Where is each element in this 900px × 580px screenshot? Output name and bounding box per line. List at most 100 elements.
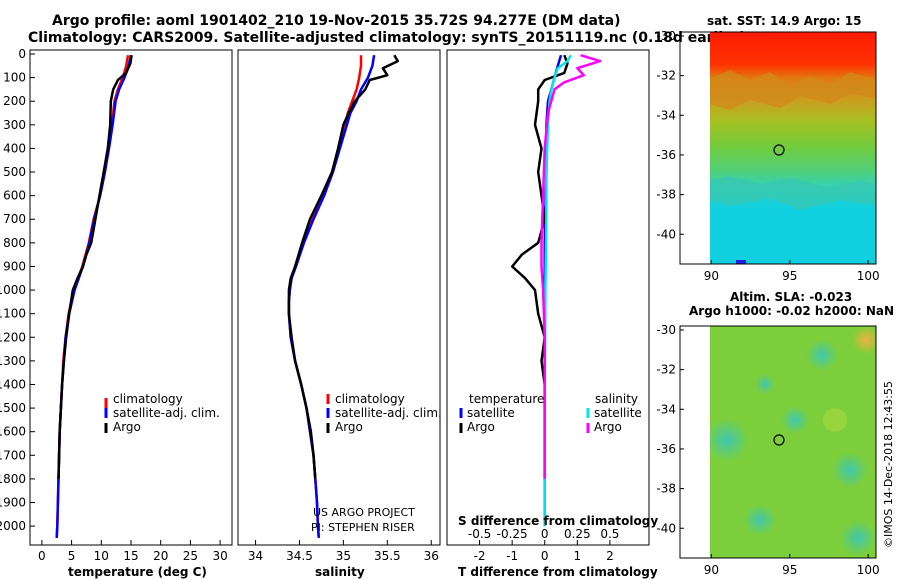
- difference-frame: [446, 49, 650, 546]
- legend-s-satellite: satellite: [594, 406, 642, 420]
- t-difference-x-axis: -2 -1 0 1 2: [474, 540, 614, 563]
- map-y-tick-label: -32: [656, 69, 676, 83]
- sst-missing-strip: [736, 260, 746, 264]
- map-y-tick-label: -36: [656, 442, 676, 456]
- legend-s-argo: Argo: [594, 420, 622, 434]
- x-tick-label: 2: [606, 549, 614, 563]
- legend-t-argo: Argo: [467, 420, 495, 434]
- depth-tick-label: 0: [18, 47, 26, 61]
- map-y-tick-label: -32: [656, 363, 676, 377]
- sst-argo-marker: [773, 144, 785, 156]
- figure-title-line2: Climatology: CARS2009. Satellite-adjuste…: [28, 30, 746, 46]
- series-line-satellite-adj-clim-: [287, 55, 376, 538]
- sla-low-anomaly: [755, 374, 775, 394]
- sla-map-panel: Altim. SLA: -0.023 Argo h1000: -0.02 h20…: [656, 290, 894, 577]
- x-tick-label: 25: [183, 549, 198, 563]
- s-tick-label: 0.25: [564, 527, 591, 541]
- x-tick-label: 34.5: [286, 549, 313, 563]
- depth-tick-label: 1700: [0, 448, 26, 462]
- sla-low-anomaly: [744, 504, 776, 536]
- difference-legend: temperature satellite Argo salinity sate…: [459, 392, 642, 434]
- depth-axis: 0 100 200 300 400 500 600 700 800 900 1000 1100 1200…: [0, 47, 35, 533]
- legend-salinity-title: salinity: [595, 392, 638, 406]
- salinity-series: [287, 54, 400, 538]
- series-line-climatology: [287, 55, 363, 538]
- temperature-xlabel: temperature (deg C): [68, 565, 207, 579]
- x-tick-label: 10: [94, 549, 109, 563]
- s-tick-label: 0.5: [600, 527, 619, 541]
- project-annotation: US ARGO PROJECT: [313, 506, 415, 519]
- depth-tick-label: 1800: [0, 472, 26, 486]
- s-difference-label: S difference from climatology: [458, 514, 658, 528]
- sst-field: [710, 32, 876, 264]
- legend-climatology: climatology: [113, 392, 183, 406]
- map-y-tick-label: -38: [656, 482, 676, 496]
- legend-argo: Argo: [113, 420, 141, 434]
- legend-t-satellite: satellite: [467, 406, 515, 420]
- depth-tick-label: 900: [3, 259, 26, 273]
- map-y-tick-label: -36: [656, 148, 676, 162]
- x-tick-label: 36: [424, 549, 439, 563]
- temperature-legend: climatology satellite-adj. clim. Argo: [104, 392, 220, 434]
- map-x-tick-label: 95: [782, 269, 797, 283]
- sst-map-frame: [679, 31, 877, 265]
- series-line-argo: [287, 54, 400, 479]
- x-tick-label: 35: [336, 549, 351, 563]
- x-tick-label: 20: [153, 549, 168, 563]
- legend-satellite: satellite-adj. clim.: [335, 406, 442, 420]
- sla-low-anomaly: [832, 452, 868, 488]
- sla-map-title2: Argo h1000: -0.02 h2000: NaN: [689, 304, 894, 318]
- series-line-t-argo: [510, 54, 569, 479]
- difference-panel: -2 -1 0 1 2 -0.5 -0.25 0 0.25 0.5 S difference f…: [446, 49, 658, 579]
- x-tick-label: 1: [574, 549, 582, 563]
- x-tick-label: 34: [248, 549, 263, 563]
- depth-tick-label: 800: [3, 236, 26, 250]
- x-tick-label: 35.5: [374, 549, 401, 563]
- salinity-frame: [237, 49, 441, 546]
- sla-map-frame: [679, 325, 877, 559]
- depth-tick-label: 1900: [0, 496, 26, 510]
- sla-map-axes: 90 95 100 -30 -32 -34 -36 -38 -40: [656, 323, 879, 577]
- sla-low-anomaly: [840, 520, 876, 556]
- temperature-frame: [29, 49, 233, 546]
- t-difference-xlabel: T difference from climatology: [458, 565, 658, 579]
- salinity-xlabel: salinity: [315, 565, 365, 579]
- legend-climatology: climatology: [335, 392, 405, 406]
- series-line-climatology: [55, 54, 130, 538]
- x-tick-label: 0: [38, 549, 46, 563]
- x-tick-label: 5: [68, 549, 76, 563]
- map-x-tick-label: 100: [857, 269, 880, 283]
- sla-low-anomaly: [710, 418, 749, 462]
- imos-watermark: ©IMOS 14-Dec-2018 12:43:55: [882, 381, 895, 548]
- sla-low-anomaly: [781, 406, 809, 434]
- figure-title-line1: Argo profile: aoml 1901402_210 19-Nov-20…: [52, 13, 621, 29]
- sla-argo-marker: [773, 434, 785, 446]
- series-line-argo: [57, 55, 133, 479]
- depth-tick-label: 1200: [0, 330, 26, 344]
- depth-tick-label: 600: [3, 189, 26, 203]
- map-y-tick-label: -34: [656, 402, 676, 416]
- legend-argo: Argo: [335, 420, 363, 434]
- depth-tick-label: 1400: [0, 377, 26, 391]
- salinity-legend: climatology satellite-adj. clim. Argo: [326, 392, 442, 434]
- s-tick-label: -0.25: [497, 527, 528, 541]
- x-tick-label: -1: [506, 549, 518, 563]
- temperature-x-axis: 0 5 10 15 20 25 30: [38, 540, 228, 563]
- salinity-x-axis: 34 34.5 35 35.5 36: [248, 540, 439, 563]
- map-y-tick-label: -30: [656, 29, 676, 43]
- depth-tick-label: 1000: [0, 283, 26, 297]
- s-tick-label: -0.5: [468, 527, 491, 541]
- pi-annotation: PI: STEPHEN RISER: [311, 521, 415, 534]
- sst-map-panel: sat. SST: 14.9 Argo: 15 90 95 100 -30 -32 -34…: [656, 14, 879, 283]
- s-tick-label: 0: [541, 527, 549, 541]
- depth-tick-label: 1500: [0, 401, 26, 415]
- depth-tick-label: 100: [3, 71, 26, 85]
- x-tick-label: 15: [123, 549, 138, 563]
- sla-low-anomaly: [806, 339, 838, 371]
- sst-warm-band: [710, 70, 876, 110]
- depth-tick-label: 2000: [0, 519, 26, 533]
- series-line-satellite-adj-clim-: [55, 54, 133, 538]
- map-y-tick-label: -40: [656, 227, 676, 241]
- temperature-panel: 0100200300400500600700800900100011001200…: [0, 47, 233, 579]
